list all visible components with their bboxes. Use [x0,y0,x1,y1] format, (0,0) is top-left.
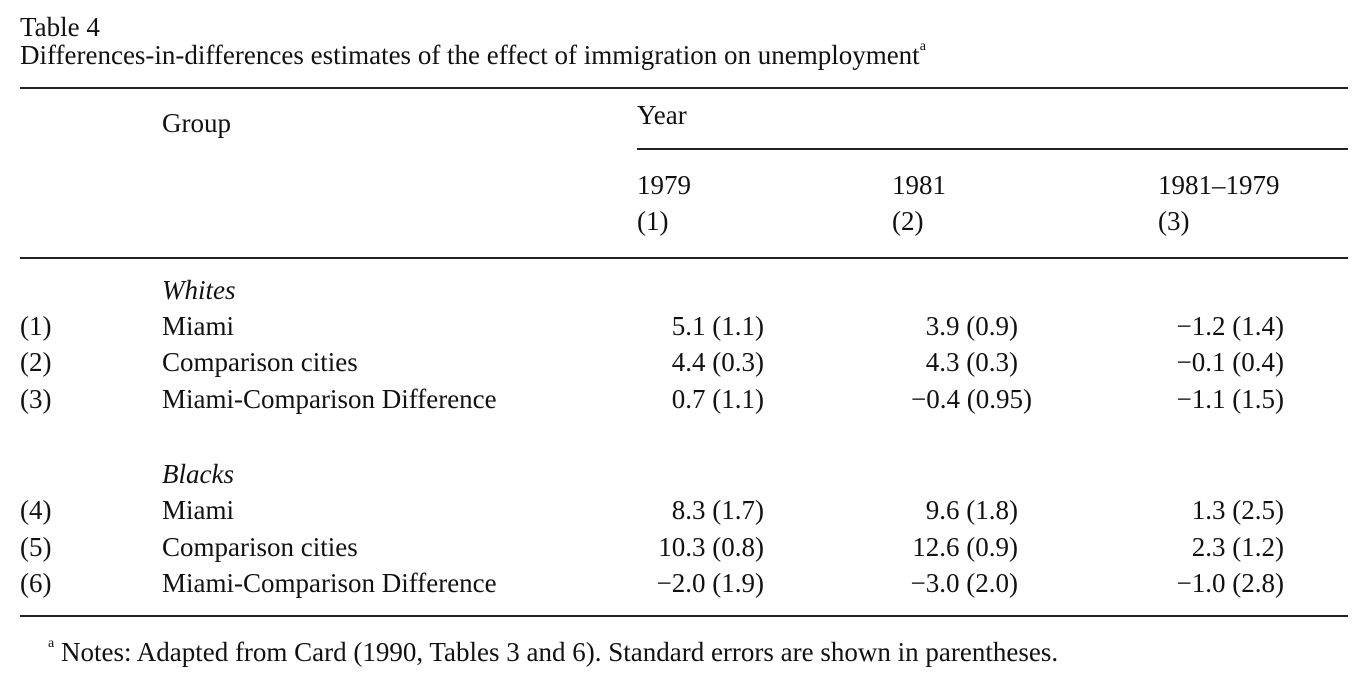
cell-1981-1979: −0.1 (0.4) [1176,347,1284,377]
col-1-year: 1979 [637,170,691,200]
row-number: (2) [20,347,52,377]
top-rule [20,87,1348,89]
cell-1979: 0.7 (1.1) [671,384,764,414]
cell-1981-1979: −1.2 (1.4) [1176,311,1284,341]
row-group: Comparison cities [162,347,358,377]
row-group: Miami-Comparison Difference [162,568,497,598]
table-note-text: Notes: Adapted from Card (1990, Tables 3… [60,637,1059,667]
col-3-year: 1981–1979 [1158,170,1280,200]
cell-1981-1979: 2.3 (1.2) [1191,532,1284,562]
cell-1979: −2.0 (1.9) [656,568,764,598]
section-title-blacks: Blacks [162,459,234,489]
cell-1981-1979: −1.0 (2.8) [1176,568,1284,598]
row-number: (5) [20,532,52,562]
group-header: Group [162,108,231,138]
cell-1981: 4.3 (0.3) [925,347,1018,377]
table-label: Table 4 [20,12,100,42]
row-group: Miami-Comparison Difference [162,384,497,414]
year-rule [637,148,1348,150]
row-group: Comparison cities [162,532,358,562]
col-2-year: 1981 [892,170,946,200]
cell-1981-1979: 1.3 (2.5) [1191,495,1284,525]
col-3-index: (3) [1158,206,1190,236]
row-number: (4) [20,495,52,525]
cell-1981: −3.0 (2.0) [910,568,1018,598]
cell-1981: 3.9 (0.9) [925,311,1018,341]
row-group: Miami [162,495,234,525]
table-note: a Notes: Adapted from Card (1990, Tables… [48,636,1059,667]
table-title-text: Differences-in-differences estimates of … [20,40,920,70]
col-2-index: (2) [892,206,924,236]
cell-1981-1979: −1.1 (1.5) [1176,384,1284,414]
cell-1981: 12.6 (0.9) [912,532,1018,562]
cell-1979: 10.3 (0.8) [658,532,764,562]
year-header: Year [637,100,687,130]
col-1-index: (1) [637,206,669,236]
row-number: (1) [20,311,52,341]
row-group: Miami [162,311,234,341]
bottom-rule [20,615,1348,617]
cell-1981: −0.4 (0.95) [911,384,1032,414]
cell-1981: 9.6 (1.8) [925,495,1018,525]
note-footnote-marker: a [48,636,55,651]
row-number: (6) [20,568,52,598]
row-number: (3) [20,384,52,414]
title-footnote-marker: a [919,39,926,54]
cell-1979: 4.4 (0.3) [671,347,764,377]
section-title-whites: Whites [162,275,236,305]
cell-1979: 5.1 (1.1) [671,311,764,341]
cell-1979: 8.3 (1.7) [671,495,764,525]
table-title: Differences-in-differences estimates of … [20,39,926,70]
header-rule [20,257,1348,259]
